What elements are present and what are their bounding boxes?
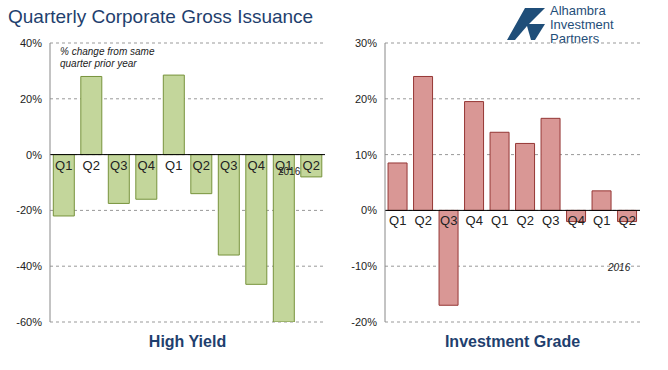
svg-text:Q3: Q3 [110, 158, 127, 173]
svg-text:0%: 0% [361, 204, 377, 216]
svg-text:-20%: -20% [16, 204, 42, 216]
svg-text:Q2: Q2 [83, 158, 100, 173]
svg-text:Q1: Q1 [165, 158, 182, 173]
svg-text:Q3: Q3 [220, 158, 237, 173]
svg-text:Q2: Q2 [517, 213, 534, 228]
svg-text:Q4: Q4 [138, 158, 155, 173]
svg-text:Q2: Q2 [619, 213, 636, 228]
svg-text:20%: 20% [355, 93, 377, 105]
svg-text:40%: 40% [20, 37, 42, 49]
svg-text:Q1: Q1 [593, 213, 610, 228]
svg-text:Q4: Q4 [248, 158, 265, 173]
svg-text:Q3: Q3 [440, 213, 457, 228]
svg-text:-10%: -10% [351, 260, 377, 272]
svg-text:Q1: Q1 [55, 158, 72, 173]
svg-text:-40%: -40% [16, 260, 42, 272]
svg-text:-60%: -60% [16, 316, 42, 328]
svg-text:Q2: Q2 [303, 158, 320, 173]
svg-text:Q4: Q4 [568, 213, 585, 228]
svg-text:10%: 10% [355, 149, 377, 161]
svg-text:Q3: Q3 [542, 213, 559, 228]
svg-text:Q1: Q1 [389, 213, 406, 228]
svg-text:20%: 20% [20, 93, 42, 105]
svg-text:30%: 30% [355, 37, 377, 49]
svg-text:Q2: Q2 [415, 213, 432, 228]
svg-text:Q2: Q2 [193, 158, 210, 173]
svg-text:-20%: -20% [351, 316, 377, 328]
svg-text:0%: 0% [26, 149, 42, 161]
svg-text:Q1: Q1 [491, 213, 508, 228]
svg-text:Q4: Q4 [466, 213, 483, 228]
